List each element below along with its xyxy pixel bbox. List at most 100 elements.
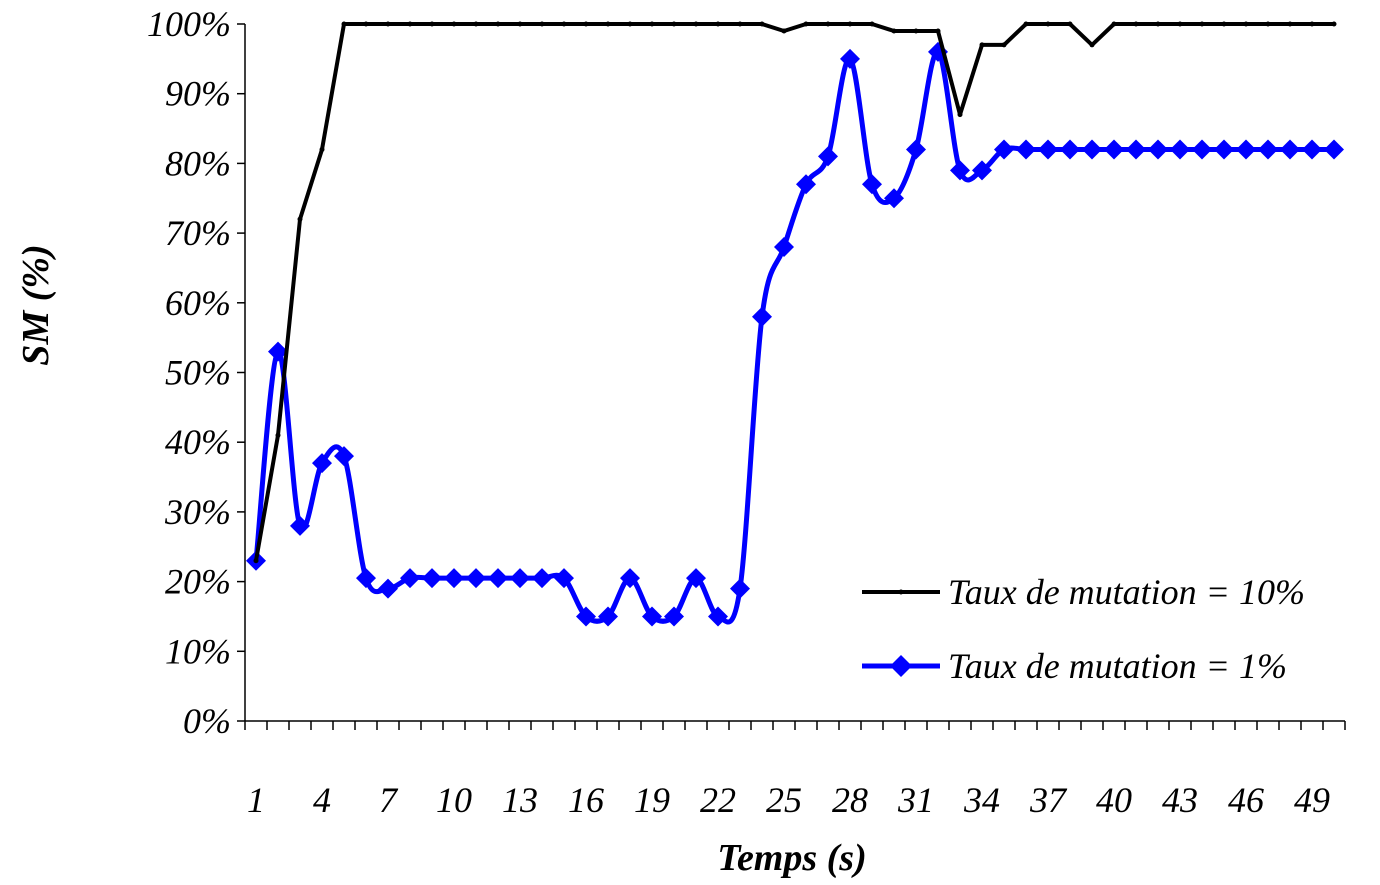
y-axis-title: SM (%) <box>15 244 57 365</box>
y-tick-label: 0% <box>183 701 231 741</box>
data-point <box>847 21 853 27</box>
data-point <box>891 28 897 34</box>
data-point <box>1302 139 1322 160</box>
legend: Taux de mutation = 10% Taux de mutation =… <box>862 572 1305 686</box>
data-point <box>862 174 882 195</box>
data-point <box>803 21 809 27</box>
data-point <box>495 21 501 27</box>
data-point <box>451 21 457 27</box>
data-point <box>950 160 970 181</box>
x-tick-label: 46 <box>1228 780 1264 820</box>
y-tick-label: 40% <box>165 422 231 462</box>
series-1 <box>253 21 1337 564</box>
data-point <box>268 341 288 362</box>
x-axis-title: Temps (s) <box>717 837 867 879</box>
x-tick-label: 10 <box>436 780 472 820</box>
data-point <box>400 568 420 589</box>
data-point <box>994 139 1014 160</box>
data-point <box>664 606 684 627</box>
legend-item: Taux de mutation = 1% <box>862 646 1287 686</box>
data-point <box>583 21 589 27</box>
data-point <box>642 606 662 627</box>
data-point <box>906 139 926 160</box>
data-point <box>319 146 325 152</box>
data-point <box>1170 139 1190 160</box>
data-point <box>473 21 479 27</box>
data-point <box>517 21 523 27</box>
data-point <box>1287 21 1293 27</box>
data-point <box>312 453 332 474</box>
data-point <box>1023 21 1029 27</box>
data-point <box>444 568 464 589</box>
data-point <box>1126 139 1146 160</box>
y-tick-label: 80% <box>165 143 231 183</box>
x-tick-label: 43 <box>1162 780 1198 820</box>
data-point <box>730 578 750 599</box>
data-point <box>422 568 442 589</box>
data-point <box>605 21 611 27</box>
data-point <box>334 446 354 467</box>
data-point <box>1155 21 1161 27</box>
data-point <box>620 568 640 589</box>
data-point <box>972 160 992 181</box>
data-point <box>825 21 831 27</box>
data-point <box>737 21 743 27</box>
data-point <box>1001 42 1007 48</box>
data-point <box>1133 21 1139 27</box>
data-point <box>554 568 574 589</box>
x-tick-label: 37 <box>1029 780 1068 820</box>
legend-marker <box>898 589 904 595</box>
y-tick-label: 50% <box>165 353 231 393</box>
data-point <box>913 28 919 34</box>
data-point <box>1089 42 1095 48</box>
y-tick-label: 100% <box>147 4 231 44</box>
data-point <box>297 216 303 222</box>
data-point <box>1111 21 1117 27</box>
data-point <box>1236 139 1256 160</box>
x-tick-label: 31 <box>897 780 934 820</box>
data-point <box>275 432 281 438</box>
x-tick-label: 22 <box>700 780 736 820</box>
data-point <box>598 606 618 627</box>
data-point <box>510 568 530 589</box>
x-tick-label: 7 <box>379 780 399 820</box>
data-point <box>1258 139 1278 160</box>
data-point <box>1016 139 1036 160</box>
data-point <box>884 188 904 209</box>
data-point <box>1324 139 1344 160</box>
data-point <box>532 568 552 589</box>
legend-item: Taux de mutation = 10% <box>862 572 1305 612</box>
data-point <box>1038 139 1058 160</box>
data-point <box>488 568 508 589</box>
data-point <box>253 558 259 564</box>
data-point <box>1060 139 1080 160</box>
data-point <box>1214 139 1234 160</box>
x-tick-label: 13 <box>502 780 538 820</box>
y-tick-label: 70% <box>165 213 231 253</box>
data-point <box>649 21 655 27</box>
x-tick-label: 4 <box>313 780 331 820</box>
x-tick-label: 49 <box>1294 780 1330 820</box>
data-point <box>979 42 985 48</box>
data-point <box>627 21 633 27</box>
data-point <box>693 21 699 27</box>
data-point <box>466 568 486 589</box>
data-point <box>752 306 772 327</box>
data-point <box>869 21 875 27</box>
legend-label: Taux de mutation = 1% <box>948 646 1287 686</box>
y-tick-label: 60% <box>165 283 231 323</box>
data-point <box>363 21 369 27</box>
data-point <box>935 28 941 34</box>
data-point <box>708 606 728 627</box>
data-point <box>407 21 413 27</box>
data-point <box>686 568 706 589</box>
data-point <box>378 578 398 599</box>
y-axis: 0% 10% 20% 30% 40% 50% 60% 70% 80% 90% 100% <box>147 4 246 741</box>
x-tick-label: 25 <box>766 780 802 820</box>
data-point <box>715 21 721 27</box>
data-point <box>385 21 391 27</box>
data-point <box>774 237 794 258</box>
x-tick-label: 19 <box>634 780 670 820</box>
series-2 <box>246 41 1344 627</box>
data-point <box>561 21 567 27</box>
